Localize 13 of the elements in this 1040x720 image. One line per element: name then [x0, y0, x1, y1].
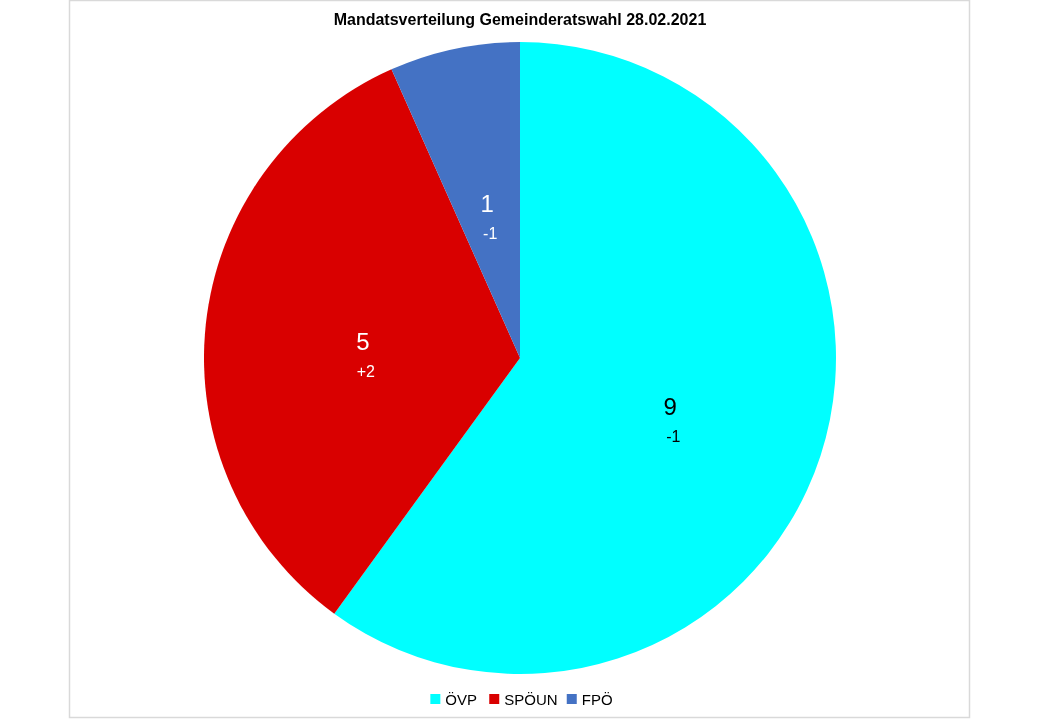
pie-slice [334, 42, 836, 674]
data-label: 9 [663, 393, 677, 421]
legend-label: ÖVP [445, 690, 478, 708]
chart-title: Mandatsverteilung Gemeinderatswahl 28.02.2021 [333, 10, 707, 28]
text: -1 [483, 224, 498, 242]
data-label: 1 [480, 189, 494, 217]
text: +2 [356, 362, 375, 380]
text: -1 [666, 428, 681, 446]
pie-slice [391, 42, 520, 358]
pie-slice [204, 69, 520, 614]
legend-label: SPÖUN [504, 690, 558, 708]
legend-label: FPÖ [581, 690, 613, 708]
data-label: 5 [356, 327, 370, 355]
